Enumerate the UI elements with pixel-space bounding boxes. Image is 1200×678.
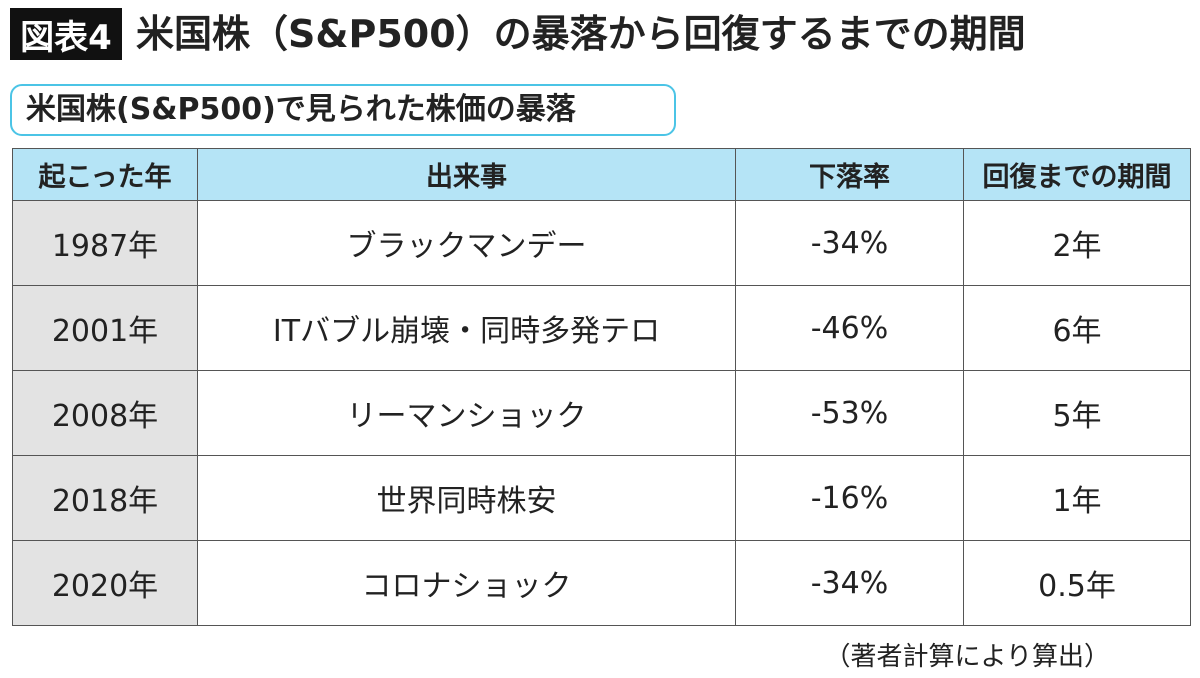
- table-cell: 2年: [963, 200, 1191, 286]
- column-header: 起こった年: [12, 148, 198, 201]
- column-header: 下落率: [735, 148, 964, 201]
- table-cell: ブラックマンデー: [197, 200, 736, 286]
- table-row: 1987年 ブラックマンデー -34% 2年: [12, 200, 1191, 286]
- table-cell: 2001年: [12, 285, 198, 371]
- column-header: 回復までの期間: [963, 148, 1191, 201]
- table-cell: 6年: [963, 285, 1191, 371]
- table-cell: 1987年: [12, 200, 198, 286]
- title: 米国株（S&P500）の暴落から回復するまでの期間: [136, 12, 1026, 56]
- table-cell: -53%: [735, 370, 964, 456]
- table-cell: リーマンショック: [197, 370, 736, 456]
- table-cell: -46%: [735, 285, 964, 371]
- table-row: 2001年 ITバブル崩壊・同時多発テロ -46% 6年: [12, 285, 1191, 371]
- subtitle: 米国株(S&P500)で見られた株価の暴落: [10, 84, 676, 136]
- table-cell: ITバブル崩壊・同時多発テロ: [197, 285, 736, 371]
- table-cell: -34%: [735, 200, 964, 286]
- table-body: 1987年 ブラックマンデー -34% 2年 2001年 ITバブル崩壊・同時多発テロ -4…: [12, 200, 1191, 626]
- footnote: （著者計算により算出）: [824, 642, 1110, 672]
- table-cell: 2020年: [12, 540, 198, 626]
- table-row: 2008年 リーマンショック -53% 5年: [12, 370, 1191, 456]
- table-cell: 0.5年: [963, 540, 1191, 626]
- table-cell: 1年: [963, 455, 1191, 541]
- table-cell: 5年: [963, 370, 1191, 456]
- table-row: 2018年 世界同時株安 -16% 1年: [12, 455, 1191, 541]
- table-cell: コロナショック: [197, 540, 736, 626]
- table-row: 2020年 コロナショック -34% 0.5年: [12, 540, 1191, 626]
- header-row: 起こった年 出来事 下落率 回復までの期間: [12, 148, 1191, 201]
- table-cell: -16%: [735, 455, 964, 541]
- column-header: 出来事: [197, 148, 736, 201]
- table-cell: -34%: [735, 540, 964, 626]
- badge: 図表4: [10, 8, 122, 60]
- table-cell: 世界同時株安: [197, 455, 736, 541]
- table: 起こった年 出来事 下落率 回復までの期間 1987年 ブラックマンデー -34% 2年 20…: [12, 148, 1191, 626]
- table-cell: 2008年: [12, 370, 198, 456]
- table-cell: 2018年: [12, 455, 198, 541]
